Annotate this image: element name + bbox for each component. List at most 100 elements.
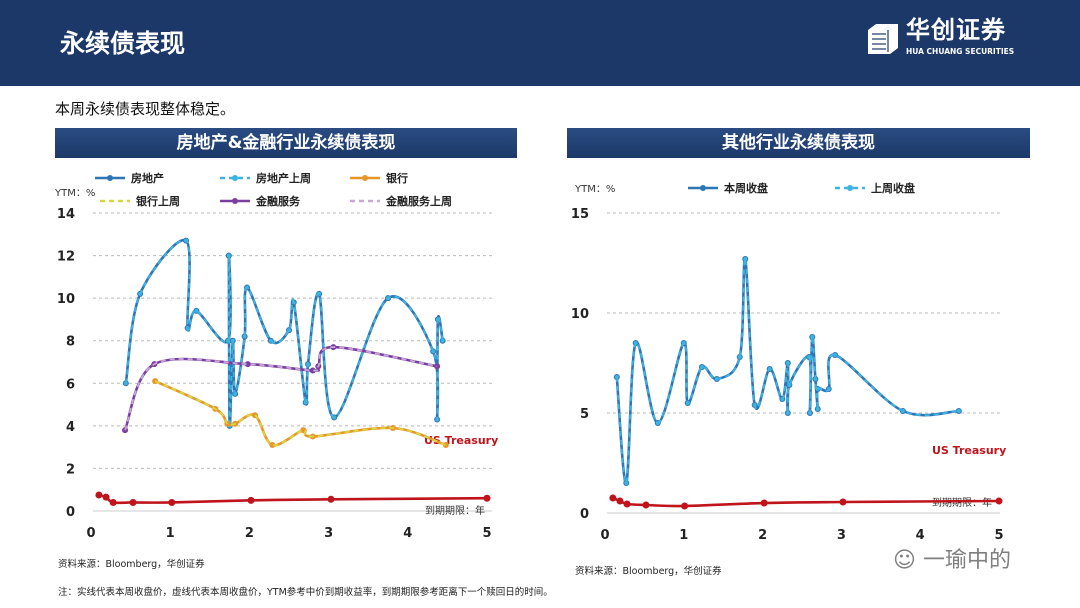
right-x-tick-label: 1	[679, 528, 688, 543]
legend-swatch-marker	[107, 175, 113, 181]
logo-text-cn: 华创证券	[906, 16, 1006, 44]
right-series-上周收盘-point	[780, 397, 785, 401]
right-y-axis-label: YTM：%	[574, 184, 615, 195]
left-y-tick-label: 4	[66, 420, 75, 435]
left-y-axis-label: YTM：%	[54, 188, 95, 199]
left-y-tick-label: 8	[66, 335, 75, 350]
right-series-US Treasury-point	[995, 497, 1003, 505]
left-series-US Treasury-point	[168, 498, 176, 506]
left-series-房地产上周-point	[242, 334, 247, 339]
legend-label: 房地产上周	[256, 171, 311, 185]
right-series-上周收盘-point	[752, 403, 757, 407]
legend-label: 上周收盘	[871, 181, 915, 195]
right-series-上周收盘-point	[787, 383, 792, 387]
right-y-tick-label: 10	[571, 307, 589, 322]
logo-text-en: HUA CHUANG SECURITIES	[906, 47, 1015, 56]
left-series-房地产上周-point	[185, 325, 190, 330]
logo-cube-icon	[868, 24, 898, 54]
right-treasury-annotation: US Treasury	[932, 444, 1006, 457]
left-series-US Treasury-point	[95, 491, 103, 499]
right-series-上周收盘-point	[699, 365, 704, 369]
right-series-上周收盘-point	[815, 407, 820, 411]
right-series-US Treasury-point	[642, 501, 650, 509]
source-note-left: 资料来源：Bloomberg，华创证券	[58, 559, 205, 570]
right-series-上周收盘-point	[785, 361, 790, 365]
right-series-上周收盘-point	[685, 401, 690, 405]
right-series-上周收盘-point	[714, 377, 719, 381]
left-series-房地产上周-point	[184, 238, 189, 243]
left-series-金融服务-point	[244, 361, 251, 368]
legend-label: 房地产	[131, 171, 164, 185]
left-series-金融服务-point	[309, 367, 316, 374]
left-series-US Treasury-point	[129, 498, 137, 506]
right-series-上周收盘-point	[833, 353, 838, 357]
left-series-银行-point	[269, 442, 276, 449]
left-series-房地产上周-point	[230, 338, 235, 343]
wechat-icon: ☺	[893, 548, 923, 573]
right-series-上周收盘-point	[743, 257, 748, 261]
left-series-房地产上周-point	[287, 328, 291, 333]
left-series-US Treasury-point	[327, 495, 335, 503]
left-series-房地产上周-point	[226, 253, 231, 258]
right-series-US Treasury-point	[839, 498, 847, 506]
watermark: ☺ 一瑜中的	[893, 548, 1011, 574]
right-series-上周收盘-point	[614, 375, 619, 379]
left-y-tick-label: 0	[66, 505, 75, 520]
right-y-tick-label: 0	[580, 507, 589, 522]
source-note-right: 资料来源：Bloomberg，华创证券	[575, 566, 722, 577]
right-x-tick-label: 2	[758, 528, 767, 543]
legend-label: 银行	[386, 171, 408, 185]
left-series-房地产上周-point	[245, 285, 250, 290]
left-series-房地产上周-point	[431, 349, 436, 354]
right-series-上周收盘-point	[655, 421, 660, 425]
left-series-房地产上周-point	[317, 291, 322, 296]
left-panel-title: 房地产&金融行业永续债表现	[55, 128, 517, 158]
left-y-tick-label: 2	[66, 462, 75, 477]
right-series-上周收盘-point	[807, 411, 812, 415]
summary-text: 本周永续债表现整体稳定。	[55, 100, 236, 118]
right-series-上周收盘-point	[900, 409, 905, 413]
legend-swatch-marker	[847, 185, 853, 191]
footnote: 注：实线代表本周收盘价，虚线代表本周收盘价，YTM参考中价到期收益率，到期期限参…	[58, 587, 553, 598]
left-x-axis-label: 到期期限：年	[425, 504, 485, 517]
legend-label: 银行上周	[136, 194, 180, 208]
left-x-tick-label: 4	[403, 526, 412, 541]
right-series-上周收盘-point	[633, 341, 638, 345]
left-series-US Treasury-point	[102, 493, 110, 501]
legend-swatch-marker	[232, 198, 238, 204]
left-x-tick-label: 0	[86, 526, 95, 541]
left-series-金融服务上周-line	[124, 346, 438, 431]
left-series-房地产上周-point	[332, 415, 337, 420]
left-series-银行-point	[442, 442, 449, 449]
left-series-房地产上周-point	[138, 291, 143, 296]
left-x-tick-label: 3	[324, 526, 333, 541]
left-series-银行-line	[154, 379, 447, 447]
left-x-tick-label: 5	[482, 526, 491, 541]
left-y-tick-label: 6	[66, 377, 75, 392]
company-logo: 华创证券 HUA CHUANG SECURITIES	[866, 16, 1016, 60]
left-series-银行上周-line	[154, 380, 447, 447]
right-series-上周收盘-point	[767, 367, 772, 371]
right-series-US Treasury-point	[760, 499, 768, 507]
right-series-上周收盘-point	[813, 377, 818, 381]
right-panel-title: 其他行业永续债表现	[567, 128, 1030, 158]
left-series-房地产-line	[124, 238, 444, 429]
right-series-上周收盘-line	[615, 258, 959, 484]
left-series-US Treasury-line	[98, 493, 488, 505]
page-title: 永续债表现	[60, 29, 186, 58]
right-series-US Treasury-point	[616, 497, 624, 505]
legend-swatch-marker	[700, 185, 706, 191]
right-series-上周收盘-point	[807, 355, 812, 359]
left-y-tick-label: 12	[57, 250, 75, 265]
left-series-房地产上周-point	[291, 300, 296, 305]
header-bar: 永续债表现 华创证券 HUA CHUANG SECURITIES	[0, 0, 1080, 86]
right-x-tick-label: 3	[837, 528, 846, 543]
right-series-本周收盘-line	[615, 257, 959, 485]
right-series-上周收盘-point	[956, 409, 961, 413]
left-series-房地产上周-point	[435, 317, 440, 322]
right-series-US Treasury-point	[623, 500, 631, 508]
right-x-tick-label: 5	[994, 528, 1003, 543]
right-series-上周收盘-point	[815, 387, 820, 391]
right-y-tick-label: 5	[580, 407, 589, 422]
left-series-房地产上周-point	[306, 362, 311, 367]
